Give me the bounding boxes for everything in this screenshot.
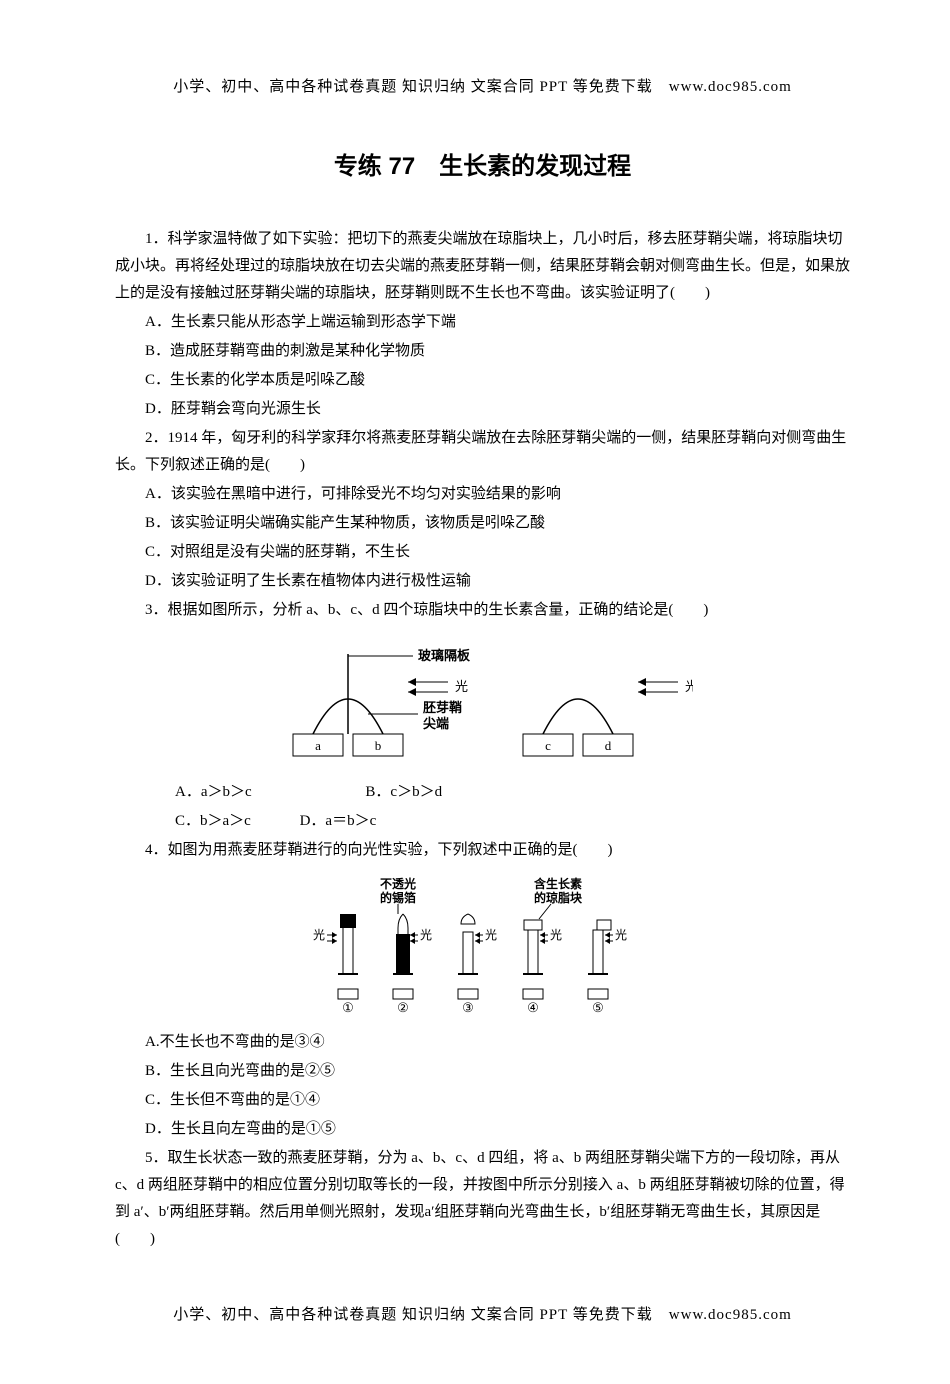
q3-option-d: D．a＝b＞c	[270, 808, 377, 835]
q3-label-tip-a: 胚芽鞘	[423, 700, 462, 715]
q3-label-plate: 玻璃隔板	[418, 648, 471, 663]
q1-option-c: C．生长素的化学本质是吲哚乙酸	[115, 367, 850, 394]
q1-option-a: A．生长素只能从形态学上端运输到形态学下端	[115, 309, 850, 336]
q4-num-3: ③	[462, 1000, 474, 1014]
q2-option-d: D．该实验证明了生长素在植物体内进行极性运输	[115, 568, 850, 595]
q3-label-light-1: 光	[455, 679, 468, 694]
q4-light-3: 光	[485, 928, 497, 942]
q4-option-d: D．生长且向左弯曲的是①⑤	[115, 1116, 850, 1143]
q4-light-1l: 光	[313, 928, 325, 942]
q4-agar-label-2: 的琼脂块	[533, 890, 582, 905]
q3-option-b: B．c＞b＞d	[335, 779, 442, 806]
q3-box-b: b	[374, 738, 381, 753]
q3-box-d: d	[604, 738, 611, 753]
q2-option-c: C．对照组是没有尖端的胚芽鞘，不生长	[115, 539, 850, 566]
q4-num-1: ①	[342, 1000, 354, 1014]
q4-light-5: 光	[615, 928, 627, 942]
page-header: 小学、初中、高中各种试卷真题 知识归纳 文案合同 PPT 等免费下载 www.d…	[115, 75, 850, 96]
q1-option-d: D．胚芽鞘会弯向光源生长	[115, 396, 850, 423]
q3-option-a: A．a＞b＞c	[145, 779, 252, 806]
q4-option-c: C．生长但不弯曲的是①④	[115, 1087, 850, 1114]
q2-option-b: B．该实验证明尖端确实能产生某种物质，该物质是吲哚乙酸	[115, 510, 850, 537]
q2-option-a: A．该实验在黑暗中进行，可排除受光不均匀对实验结果的影响	[115, 481, 850, 508]
page-footer: 小学、初中、高中各种试卷真题 知识归纳 文案合同 PPT 等免费下载 www.d…	[115, 1303, 850, 1324]
q4-option-b: B．生长且向光弯曲的是②⑤	[115, 1058, 850, 1085]
q4-light-4: 光	[550, 928, 562, 942]
q3-figure: a b 玻璃隔板 光 胚芽鞘 尖端	[115, 634, 850, 769]
q4-agar-label-1: 含生长素	[533, 876, 581, 891]
q3-stem: 3．根据如图所示，分析 a、b、c、d 四个琼脂块中的生长素含量，正确的结论是(…	[115, 597, 850, 624]
q3-options-cd: C．b＞a＞c D．a＝b＞c	[115, 808, 850, 835]
q1-option-b: B．造成胚芽鞘弯曲的刺激是某种化学物质	[115, 338, 850, 365]
q4-figure: 不透光 的锡箔 含生长素 的琼脂块 光 ①	[115, 874, 850, 1019]
q3-option-c: C．b＞a＞c	[145, 808, 251, 835]
q3-label-light-2: 光	[685, 679, 693, 694]
q4-light-2: 光	[420, 928, 432, 942]
q3-options-ab: A．a＞b＞c B．c＞b＞d	[115, 779, 850, 806]
q4-option-a: A.不生长也不弯曲的是③④	[115, 1029, 850, 1056]
q4-stem: 4．如图为用燕麦胚芽鞘进行的向光性实验，下列叙述中正确的是( )	[115, 837, 850, 864]
q4-foil-label-2: 的锡箔	[379, 890, 415, 905]
q4-num-2: ②	[397, 1000, 409, 1014]
q3-box-c: c	[545, 738, 551, 753]
q2-stem: 2．1914 年，匈牙利的科学家拜尔将燕麦胚芽鞘尖端放在去除胚芽鞘尖端的一侧，结…	[115, 425, 850, 479]
q4-num-4: ④	[527, 1000, 539, 1014]
q1-stem: 1．科学家温特做了如下实验：把切下的燕麦尖端放在琼脂块上，几小时后，移去胚芽鞘尖…	[115, 226, 850, 307]
q3-box-a: a	[315, 738, 321, 753]
q3-label-tip-b: 尖端	[423, 716, 449, 731]
q4-num-5: ⑤	[592, 1000, 604, 1014]
q5-stem: 5．取生长状态一致的燕麦胚芽鞘，分为 a、b、c、d 四组，将 a、b 两组胚芽…	[115, 1145, 850, 1253]
q4-foil-label-1: 不透光	[379, 876, 415, 891]
page-title: 专练 77 生长素的发现过程	[115, 146, 850, 181]
